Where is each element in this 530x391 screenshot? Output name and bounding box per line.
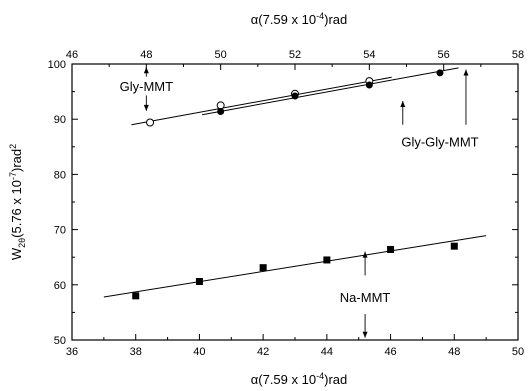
- y-tick-label: 60: [54, 280, 66, 292]
- bottom-axis: 36 38 40 42 44 46 48 50: [66, 334, 524, 358]
- top-tick-label: 52: [289, 49, 301, 61]
- right-axis: [512, 63, 518, 341]
- fit-line-gly-mmt: [131, 76, 392, 126]
- arrow-gly-gly-mmt-right-head: [463, 69, 469, 76]
- data-points: [132, 69, 458, 300]
- top-tick-label: 58: [512, 49, 524, 61]
- bottom-tick-label: 50: [512, 346, 524, 358]
- y-tick-label: 100: [48, 59, 66, 71]
- arrow-gly-mmt-down-head: [143, 104, 149, 111]
- arrow-na-mmt-up-head: [362, 251, 368, 258]
- point-na-mmt: [132, 292, 140, 300]
- bottom-tick-label: 38: [130, 346, 142, 358]
- bottom-axis-title: α(7.59 x 10-4)rad: [251, 371, 347, 387]
- arrow-gly-mmt-up-head: [143, 67, 149, 74]
- bottom-tick-label: 46: [384, 346, 396, 358]
- top-axis-title: α(7.59 x 10-4)rad: [251, 11, 347, 27]
- point-na-mmt: [450, 242, 458, 250]
- fit-line-gly-gly-mmt: [201, 67, 459, 116]
- annotation-na-mmt: Na-MMT: [340, 290, 391, 305]
- point-na-mmt: [387, 245, 395, 253]
- point-na-mmt: [195, 277, 203, 285]
- point-na-mmt: [259, 264, 267, 272]
- arrow-gly-gly-mmt-left-head: [400, 100, 406, 107]
- point-gly-mmt: [146, 118, 155, 127]
- point-gly-gly-mmt: [291, 92, 299, 100]
- bottom-tick-label: 40: [193, 346, 205, 358]
- left-axis: 50 60 70 80 90 100: [48, 59, 78, 347]
- point-gly-gly-mmt: [436, 69, 444, 77]
- y-tick-label: 70: [54, 225, 66, 237]
- fit-line-na-mmt: [103, 235, 487, 298]
- top-tick-label: 46: [66, 49, 78, 61]
- top-tick-label: 48: [140, 49, 152, 61]
- top-tick-label: 56: [438, 49, 450, 61]
- top-tick-label: 54: [363, 49, 375, 61]
- top-tick-label: 50: [215, 49, 227, 61]
- bottom-tick-label: 36: [66, 346, 78, 358]
- annotation-gly-gly-mmt: Gly-Gly-MMT: [401, 134, 478, 149]
- y-tick-label: 50: [54, 335, 66, 347]
- point-na-mmt: [323, 256, 331, 264]
- point-gly-gly-mmt: [365, 81, 373, 89]
- fit-lines: [103, 67, 487, 298]
- top-axis: 46 48 50 52 54 56 58: [66, 49, 524, 70]
- bottom-tick-label: 42: [257, 346, 269, 358]
- annotation-gly-mmt: Gly-MMT: [120, 79, 173, 94]
- point-gly-mmt: [216, 101, 225, 110]
- y-axis-title: W2θ(5.76 x 10-7)rad2: [8, 144, 27, 260]
- arrow-na-mmt-down-head: [362, 331, 368, 338]
- annotation-arrows: [143, 67, 469, 338]
- y-tick-label: 90: [54, 114, 66, 126]
- bottom-tick-label: 48: [448, 346, 460, 358]
- bottom-tick-label: 44: [321, 346, 333, 358]
- y-tick-label: 80: [54, 169, 66, 181]
- point-gly-gly-mmt: [217, 107, 225, 115]
